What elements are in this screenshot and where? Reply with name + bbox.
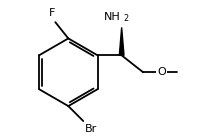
Polygon shape (119, 27, 124, 55)
Text: Br: Br (85, 124, 97, 134)
Text: NH: NH (104, 12, 121, 22)
Text: 2: 2 (123, 14, 129, 23)
Text: F: F (49, 8, 55, 18)
Text: O: O (157, 67, 166, 77)
